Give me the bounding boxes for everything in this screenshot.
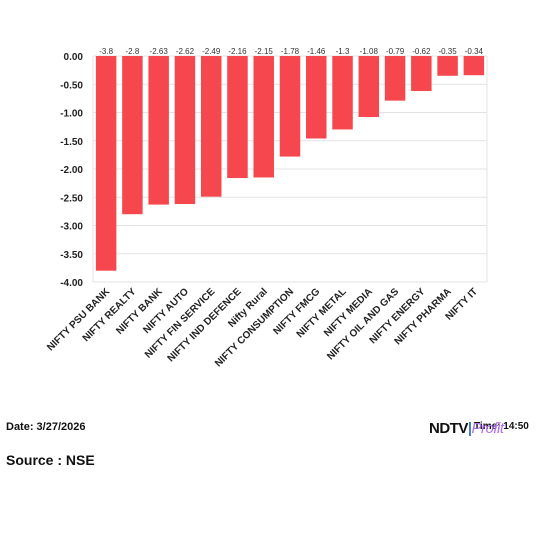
y-tick-label: -2.50	[60, 193, 83, 204]
y-tick-label: -2.00	[60, 165, 83, 176]
bar	[200, 56, 222, 197]
bar	[95, 56, 117, 271]
data-label: -0.34	[465, 47, 484, 56]
ndtv-profit-logo: NDTV|Profit	[429, 420, 504, 437]
y-tick-label: -3.00	[60, 222, 83, 233]
bar	[411, 56, 432, 92]
logo-divider-icon: |	[467, 420, 472, 437]
logo-ndtv-text: NDTV	[429, 420, 468, 437]
data-label: -2.8	[126, 47, 140, 56]
data-label: -2.63	[150, 47, 169, 56]
bar	[148, 56, 169, 205]
date-label: Date: 3/27/2026	[6, 421, 86, 433]
y-tick-label: 0.00	[64, 52, 84, 63]
bar-chart: -3.8 -2.8 -2.63 -2.62 -2.49 -2.16 -2.15 -1.78 -1…	[45, 47, 488, 370]
y-tick-label: -1.00	[60, 109, 83, 120]
y-tick-label: -4.00	[60, 278, 83, 289]
y-axis: 0.00 -0.50 -1.00 -1.50 -2.00 -2.50 -3.00 -3.50 -…	[60, 52, 83, 289]
bars	[95, 56, 485, 271]
source-label: Source : NSE	[6, 452, 95, 468]
data-label: -0.62	[412, 47, 431, 56]
data-labels: -3.8 -2.8 -2.63 -2.62 -2.49 -2.16 -2.15 -1.78 -1…	[99, 47, 483, 56]
bar	[227, 56, 248, 179]
logo-profit-text: Profit	[471, 420, 505, 437]
data-label: -3.8	[99, 47, 113, 56]
bar	[174, 56, 196, 205]
bar	[253, 56, 274, 178]
data-label: -2.62	[176, 47, 195, 56]
data-label: -1.46	[307, 47, 326, 56]
bar	[306, 56, 327, 139]
time-label: Time: 14:50	[474, 421, 529, 432]
bar	[437, 56, 458, 76]
bar	[384, 56, 406, 101]
data-label: -2.15	[255, 47, 274, 56]
data-label: -1.08	[360, 47, 379, 56]
data-label: -0.79	[386, 47, 405, 56]
bar	[279, 56, 301, 157]
data-label: -1.78	[281, 47, 300, 56]
bar	[358, 56, 380, 118]
data-label: -1.3	[336, 47, 350, 56]
data-label: -0.35	[438, 47, 457, 56]
y-tick-label: -3.50	[60, 250, 83, 261]
data-label: -2.49	[202, 47, 221, 56]
y-tick-label: -0.50	[60, 80, 83, 91]
bar	[122, 56, 143, 215]
data-label: -2.16	[228, 47, 247, 56]
y-tick-label: -1.50	[60, 137, 83, 148]
bar	[463, 56, 485, 76]
bar	[332, 56, 353, 130]
